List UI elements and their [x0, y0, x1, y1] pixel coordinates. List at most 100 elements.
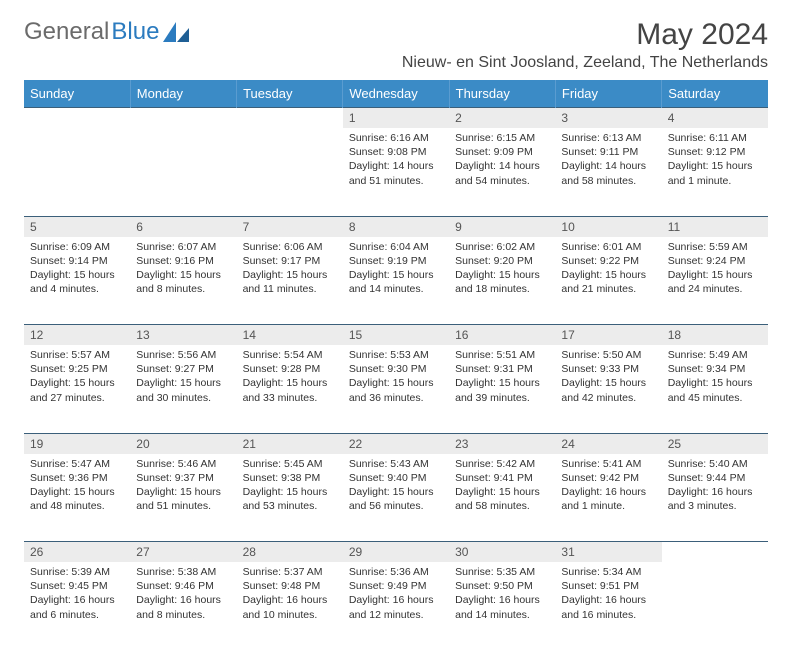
day-number-cell: 26 [24, 542, 130, 563]
location-subtitle: Nieuw- en Sint Joosland, Zeeland, The Ne… [402, 54, 768, 72]
logo: GeneralBlue [24, 18, 189, 46]
day-number-cell: 11 [662, 216, 768, 237]
sunrise-line: Sunrise: 5:42 AM [455, 457, 549, 471]
day-details-cell: Sunrise: 6:02 AMSunset: 9:20 PMDaylight:… [449, 237, 555, 325]
sunset-line: Sunset: 9:16 PM [136, 254, 230, 268]
daylight-line: Daylight: 15 hours and 14 minutes. [349, 268, 443, 296]
sunrise-line: Sunrise: 5:39 AM [30, 565, 124, 579]
title-block: May 2024 Nieuw- en Sint Joosland, Zeelan… [402, 18, 768, 72]
daylight-line: Daylight: 16 hours and 12 minutes. [349, 593, 443, 621]
daynum-row: 262728293031 [24, 542, 768, 563]
sunset-line: Sunset: 9:42 PM [561, 471, 655, 485]
daylight-line: Daylight: 16 hours and 14 minutes. [455, 593, 549, 621]
daynum-row: 19202122232425 [24, 433, 768, 454]
sunset-line: Sunset: 9:44 PM [668, 471, 762, 485]
sunrise-line: Sunrise: 5:43 AM [349, 457, 443, 471]
daylight-line: Daylight: 15 hours and 39 minutes. [455, 376, 549, 404]
day-details-cell: Sunrise: 5:38 AMSunset: 9:46 PMDaylight:… [130, 562, 236, 650]
sunset-line: Sunset: 9:45 PM [30, 579, 124, 593]
sunrise-line: Sunrise: 5:49 AM [668, 348, 762, 362]
sunrise-line: Sunrise: 6:15 AM [455, 131, 549, 145]
daylight-line: Daylight: 16 hours and 16 minutes. [561, 593, 655, 621]
day-number-cell: 24 [555, 433, 661, 454]
day-number-cell: 27 [130, 542, 236, 563]
sunrise-line: Sunrise: 5:36 AM [349, 565, 443, 579]
day-details-cell: Sunrise: 5:53 AMSunset: 9:30 PMDaylight:… [343, 345, 449, 433]
day-number-cell [662, 542, 768, 563]
sunset-line: Sunset: 9:24 PM [668, 254, 762, 268]
daylight-line: Daylight: 15 hours and 21 minutes. [561, 268, 655, 296]
daylight-line: Daylight: 16 hours and 6 minutes. [30, 593, 124, 621]
sunset-line: Sunset: 9:49 PM [349, 579, 443, 593]
daylight-line: Daylight: 15 hours and 58 minutes. [455, 485, 549, 513]
sunrise-line: Sunrise: 5:34 AM [561, 565, 655, 579]
day-number-cell: 10 [555, 216, 661, 237]
day-number-cell: 21 [237, 433, 343, 454]
day-number-cell: 22 [343, 433, 449, 454]
sunset-line: Sunset: 9:19 PM [349, 254, 443, 268]
sunrise-line: Sunrise: 5:57 AM [30, 348, 124, 362]
weekday-header: Monday [130, 80, 236, 108]
day-details-cell: Sunrise: 6:06 AMSunset: 9:17 PMDaylight:… [237, 237, 343, 325]
day-number-cell: 28 [237, 542, 343, 563]
sunset-line: Sunset: 9:41 PM [455, 471, 549, 485]
day-details-cell: Sunrise: 5:50 AMSunset: 9:33 PMDaylight:… [555, 345, 661, 433]
day-number-cell: 30 [449, 542, 555, 563]
sunset-line: Sunset: 9:09 PM [455, 145, 549, 159]
day-number-cell [24, 108, 130, 129]
daylight-line: Daylight: 15 hours and 53 minutes. [243, 485, 337, 513]
daylight-line: Daylight: 14 hours and 58 minutes. [561, 159, 655, 187]
day-details-cell: Sunrise: 6:09 AMSunset: 9:14 PMDaylight:… [24, 237, 130, 325]
sunrise-line: Sunrise: 5:56 AM [136, 348, 230, 362]
daylight-line: Daylight: 15 hours and 8 minutes. [136, 268, 230, 296]
sunrise-line: Sunrise: 5:53 AM [349, 348, 443, 362]
sunset-line: Sunset: 9:17 PM [243, 254, 337, 268]
sunset-line: Sunset: 9:36 PM [30, 471, 124, 485]
calendar-table: SundayMondayTuesdayWednesdayThursdayFrid… [24, 80, 768, 650]
day-details-cell: Sunrise: 5:36 AMSunset: 9:49 PMDaylight:… [343, 562, 449, 650]
day-details-cell: Sunrise: 6:07 AMSunset: 9:16 PMDaylight:… [130, 237, 236, 325]
logo-text-general: General [24, 18, 109, 46]
sunrise-line: Sunrise: 5:51 AM [455, 348, 549, 362]
day-details-cell: Sunrise: 5:45 AMSunset: 9:38 PMDaylight:… [237, 454, 343, 542]
day-number-cell: 5 [24, 216, 130, 237]
weekday-header: Saturday [662, 80, 768, 108]
day-details-cell: Sunrise: 5:41 AMSunset: 9:42 PMDaylight:… [555, 454, 661, 542]
sunset-line: Sunset: 9:27 PM [136, 362, 230, 376]
daylight-line: Daylight: 15 hours and 27 minutes. [30, 376, 124, 404]
sunrise-line: Sunrise: 5:45 AM [243, 457, 337, 471]
daylight-line: Daylight: 15 hours and 1 minute. [668, 159, 762, 187]
logo-sail-icon [163, 22, 189, 42]
day-details-cell: Sunrise: 6:13 AMSunset: 9:11 PMDaylight:… [555, 128, 661, 216]
day-number-cell: 15 [343, 325, 449, 346]
sunset-line: Sunset: 9:14 PM [30, 254, 124, 268]
day-number-cell: 4 [662, 108, 768, 129]
month-title: May 2024 [402, 18, 768, 52]
day-details-cell [130, 128, 236, 216]
sunset-line: Sunset: 9:38 PM [243, 471, 337, 485]
daynum-row: 567891011 [24, 216, 768, 237]
daylight-line: Daylight: 15 hours and 18 minutes. [455, 268, 549, 296]
day-number-cell: 1 [343, 108, 449, 129]
sunset-line: Sunset: 9:50 PM [455, 579, 549, 593]
weekday-header: Thursday [449, 80, 555, 108]
day-details-cell [24, 128, 130, 216]
sunrise-line: Sunrise: 5:54 AM [243, 348, 337, 362]
daylight-line: Daylight: 15 hours and 45 minutes. [668, 376, 762, 404]
sunset-line: Sunset: 9:20 PM [455, 254, 549, 268]
sunrise-line: Sunrise: 6:04 AM [349, 240, 443, 254]
daylight-line: Daylight: 15 hours and 42 minutes. [561, 376, 655, 404]
day-number-cell: 25 [662, 433, 768, 454]
day-details-cell: Sunrise: 5:49 AMSunset: 9:34 PMDaylight:… [662, 345, 768, 433]
day-details-cell: Sunrise: 5:57 AMSunset: 9:25 PMDaylight:… [24, 345, 130, 433]
day-number-cell: 12 [24, 325, 130, 346]
day-details-cell: Sunrise: 5:46 AMSunset: 9:37 PMDaylight:… [130, 454, 236, 542]
sunrise-line: Sunrise: 5:40 AM [668, 457, 762, 471]
day-number-cell: 20 [130, 433, 236, 454]
daylight-line: Daylight: 16 hours and 1 minute. [561, 485, 655, 513]
sunrise-line: Sunrise: 5:35 AM [455, 565, 549, 579]
day-details-cell: Sunrise: 5:54 AMSunset: 9:28 PMDaylight:… [237, 345, 343, 433]
daylight-line: Daylight: 15 hours and 33 minutes. [243, 376, 337, 404]
header: GeneralBlue May 2024 Nieuw- en Sint Joos… [24, 18, 768, 72]
sunset-line: Sunset: 9:22 PM [561, 254, 655, 268]
